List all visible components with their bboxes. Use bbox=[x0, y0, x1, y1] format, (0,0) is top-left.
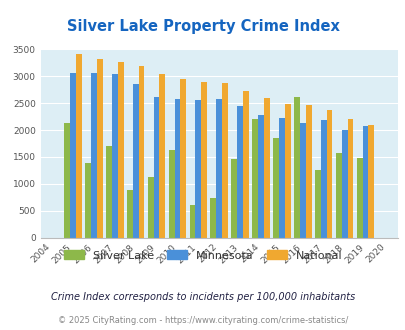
Bar bbox=[138, 66, 144, 238]
Bar bbox=[195, 100, 201, 238]
Bar bbox=[91, 73, 96, 238]
Bar bbox=[222, 83, 228, 238]
Bar bbox=[263, 98, 269, 238]
Bar bbox=[111, 74, 117, 238]
Text: © 2025 CityRating.com - https://www.cityrating.com/crime-statistics/: © 2025 CityRating.com - https://www.city… bbox=[58, 315, 347, 325]
Bar bbox=[132, 84, 138, 238]
Legend: Silver Lake, Minnesota, National: Silver Lake, Minnesota, National bbox=[59, 246, 346, 265]
Bar bbox=[237, 106, 243, 238]
Bar bbox=[76, 54, 81, 238]
Bar bbox=[273, 138, 278, 238]
Bar bbox=[174, 99, 180, 238]
Bar bbox=[293, 97, 299, 238]
Bar bbox=[258, 115, 263, 238]
Bar bbox=[189, 205, 195, 238]
Bar bbox=[96, 59, 102, 238]
Bar bbox=[210, 198, 216, 238]
Bar bbox=[305, 105, 311, 238]
Bar bbox=[326, 110, 332, 238]
Bar bbox=[117, 62, 123, 238]
Bar bbox=[320, 120, 326, 238]
Bar bbox=[347, 119, 352, 238]
Bar bbox=[168, 150, 174, 238]
Bar bbox=[362, 126, 367, 238]
Bar bbox=[299, 122, 305, 238]
Bar bbox=[284, 104, 290, 238]
Bar bbox=[127, 190, 132, 238]
Bar bbox=[278, 118, 284, 238]
Bar bbox=[147, 177, 153, 238]
Bar bbox=[153, 97, 159, 238]
Bar bbox=[231, 159, 237, 238]
Bar bbox=[341, 130, 347, 238]
Bar bbox=[64, 123, 70, 238]
Bar bbox=[201, 82, 207, 238]
Text: Crime Index corresponds to incidents per 100,000 inhabitants: Crime Index corresponds to incidents per… bbox=[51, 292, 354, 302]
Bar bbox=[243, 91, 248, 238]
Bar bbox=[70, 73, 76, 238]
Bar bbox=[367, 125, 373, 238]
Bar bbox=[159, 74, 165, 238]
Bar bbox=[314, 170, 320, 238]
Bar bbox=[252, 119, 258, 238]
Bar bbox=[216, 99, 222, 238]
Bar bbox=[356, 157, 362, 238]
Bar bbox=[85, 163, 91, 238]
Text: Silver Lake Property Crime Index: Silver Lake Property Crime Index bbox=[66, 19, 339, 34]
Bar bbox=[106, 146, 111, 238]
Bar bbox=[335, 153, 341, 238]
Bar bbox=[180, 79, 186, 238]
